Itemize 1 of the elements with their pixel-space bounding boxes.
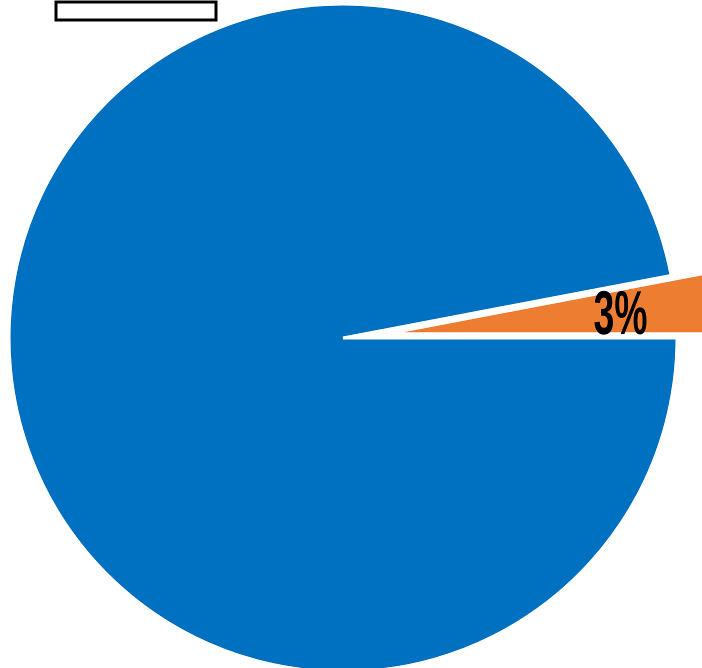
data-label: 3%: [594, 278, 648, 348]
